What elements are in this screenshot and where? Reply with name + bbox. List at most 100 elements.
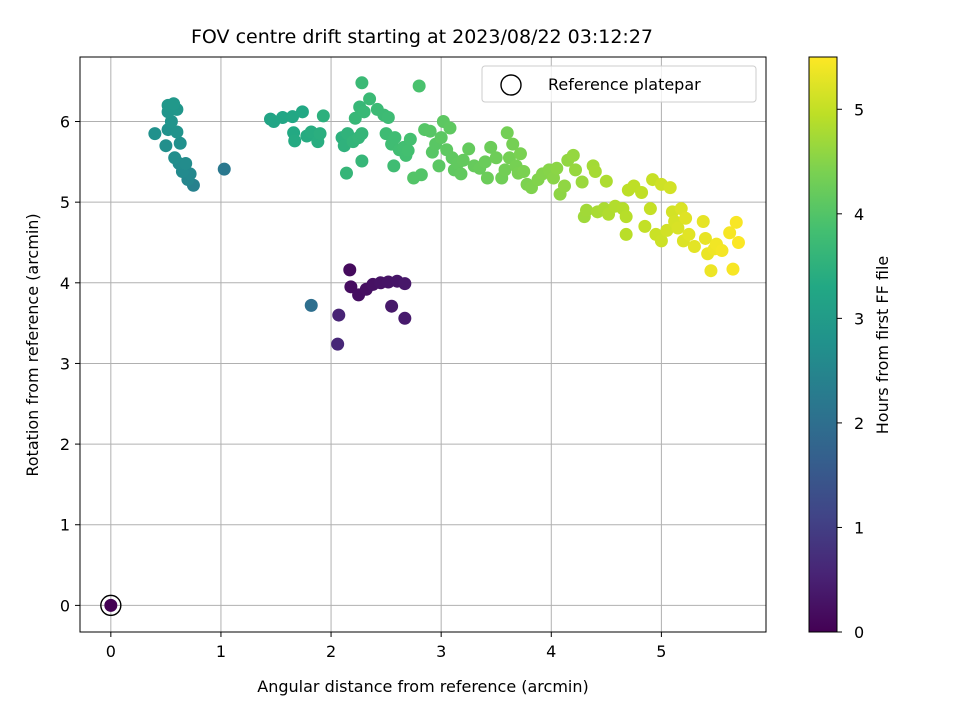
scatter-point (434, 131, 448, 145)
scatter-point (484, 140, 498, 154)
scatter-point (355, 76, 369, 90)
scatter-point (344, 280, 358, 294)
scatter-point (663, 181, 677, 195)
scatter-point (635, 185, 649, 199)
scatter-point (316, 109, 330, 123)
data-points (104, 76, 745, 612)
x-tick-label: 4 (546, 642, 556, 661)
scatter-point (170, 125, 184, 139)
scatter-point (679, 211, 693, 225)
scatter-point (731, 235, 745, 249)
scatter-point (339, 166, 353, 180)
scatter-point (704, 264, 718, 278)
scatter-point (498, 163, 512, 177)
scatter-point (500, 126, 514, 140)
scatter-point (513, 147, 527, 161)
scatter-point (566, 148, 580, 162)
scatter-point (462, 142, 476, 156)
scatter-point (682, 227, 696, 241)
scatter-point (506, 137, 520, 151)
scatter-point (355, 154, 369, 168)
scatter-point (159, 139, 173, 153)
scatter-point (288, 134, 302, 148)
scatter-point (443, 121, 457, 135)
scatter-point (357, 105, 371, 119)
y-tick-label: 0 (60, 596, 70, 615)
scatter-point (671, 221, 685, 235)
scatter-point (478, 155, 492, 169)
scatter-point (286, 110, 300, 124)
scatter-point (660, 223, 674, 237)
scatter-point (363, 92, 377, 106)
scatter-point (557, 179, 571, 193)
colorbar-tick-label: 0 (854, 623, 864, 642)
scatter-point (517, 165, 531, 179)
y-tick-label: 5 (60, 193, 70, 212)
colorbar: 0 1 2 3 4 5 Hours from first FF file (808, 56, 892, 642)
colorbar-label: Hours from first FF file (873, 256, 892, 435)
scatter-point (179, 156, 193, 170)
scatter-point (381, 110, 395, 124)
scatter-point (217, 162, 231, 176)
y-tick-label: 2 (60, 435, 70, 454)
scatter-point (412, 79, 426, 93)
scatter-point (295, 105, 309, 119)
scatter-point (619, 210, 633, 224)
scatter-point (619, 227, 633, 241)
scatter-point (387, 159, 401, 173)
scatter-point (729, 215, 743, 229)
scatter-point (304, 298, 318, 312)
colorbar-tick-label: 2 (854, 414, 864, 433)
scatter-point (674, 202, 688, 216)
scatter-point (276, 110, 290, 124)
y-tick-label: 1 (60, 516, 70, 535)
x-tick-label: 1 (216, 642, 226, 661)
x-axis-label: Angular distance from reference (arcmin) (257, 677, 588, 696)
colorbar-gradient (808, 56, 838, 633)
scatter-point (687, 240, 701, 254)
scatter-point (456, 153, 470, 167)
scatter-point (388, 131, 402, 145)
colorbar-tick-label: 5 (854, 100, 864, 119)
legend-reference-marker (500, 74, 522, 96)
scatter-point (332, 308, 346, 322)
scatter-point (148, 127, 162, 141)
scatter-point (696, 215, 710, 229)
scatter-point (715, 244, 729, 258)
scatter-point (480, 171, 494, 185)
scatter-point (173, 136, 187, 150)
scatter-point (638, 219, 652, 233)
scatter-point (432, 159, 446, 173)
x-tick-label: 3 (436, 642, 446, 661)
colorbar-tick-label: 3 (854, 309, 864, 328)
scatter-point (726, 262, 740, 276)
x-tick-label: 2 (326, 642, 336, 661)
scatter-point (331, 337, 345, 351)
plot-frame (79, 56, 767, 633)
reference-platepar-marker (100, 594, 122, 617)
scatter-point (401, 144, 415, 158)
scatter-point (414, 168, 428, 182)
scatter-point (104, 598, 118, 612)
scatter-point (423, 124, 437, 138)
scatter-point (580, 203, 594, 217)
scatter-point (489, 151, 503, 165)
chart-title: FOV centre drift starting at 2023/08/22 … (191, 26, 653, 48)
y-tick-label: 6 (60, 113, 70, 132)
scatter-point (343, 263, 357, 277)
legend: Reference platepar (481, 65, 757, 103)
scatter-point (398, 311, 412, 325)
scatter-point (723, 226, 737, 240)
scatter-point (385, 299, 399, 313)
scatter-point (167, 97, 181, 111)
grid-lines (80, 57, 766, 632)
scatter-point (313, 127, 327, 141)
x-tick-label: 5 (656, 642, 666, 661)
colorbar-ticks: 0 1 2 3 4 5 (837, 100, 864, 642)
y-axis-label: Rotation from reference (arcmin) (23, 213, 42, 476)
colorbar-tick-label: 4 (854, 205, 864, 224)
colorbar-tick-label: 1 (854, 518, 864, 537)
scatter-point (168, 151, 182, 165)
x-axis-ticks: 0 1 2 3 4 5 (106, 632, 666, 661)
scatter-point (654, 234, 668, 248)
